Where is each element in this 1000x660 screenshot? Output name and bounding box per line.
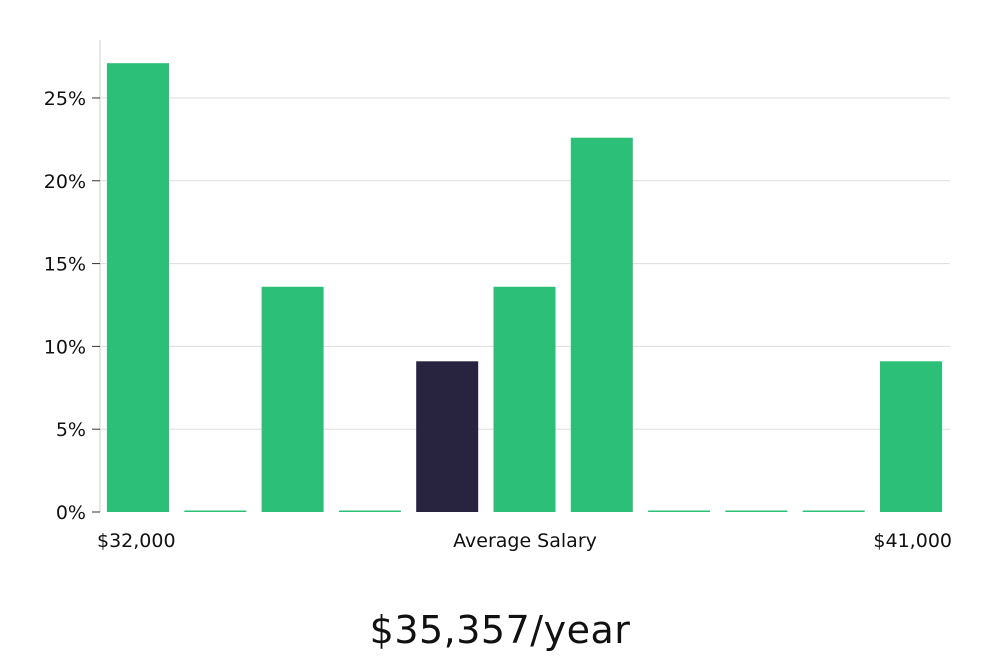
gridlines xyxy=(100,97,950,430)
bar xyxy=(802,510,865,512)
y-tick-label: 0% xyxy=(56,502,86,524)
x-min-label: $32,000 xyxy=(97,530,176,552)
bars xyxy=(107,63,942,512)
y-tick-labels: 0% 5% 10% 15% 20% 25% xyxy=(44,88,100,524)
x-max-label: $41,000 xyxy=(873,530,952,552)
y-tick-label: 5% xyxy=(56,419,86,441)
x-center-label: Average Salary xyxy=(453,530,597,552)
bar xyxy=(570,137,633,512)
average-salary: $35,357/year xyxy=(369,608,631,652)
bar xyxy=(725,510,788,512)
y-tick-label: 25% xyxy=(44,88,86,110)
bar xyxy=(493,286,556,512)
bar xyxy=(184,510,247,512)
bar-average-highlight xyxy=(416,361,479,512)
y-tick-label: 20% xyxy=(44,171,86,193)
bar xyxy=(107,63,169,512)
y-tick-label: 10% xyxy=(44,336,86,358)
y-tick-label: 15% xyxy=(44,254,86,276)
bar xyxy=(261,286,324,512)
bar xyxy=(648,510,711,512)
bar xyxy=(338,510,401,512)
bar xyxy=(880,361,942,512)
